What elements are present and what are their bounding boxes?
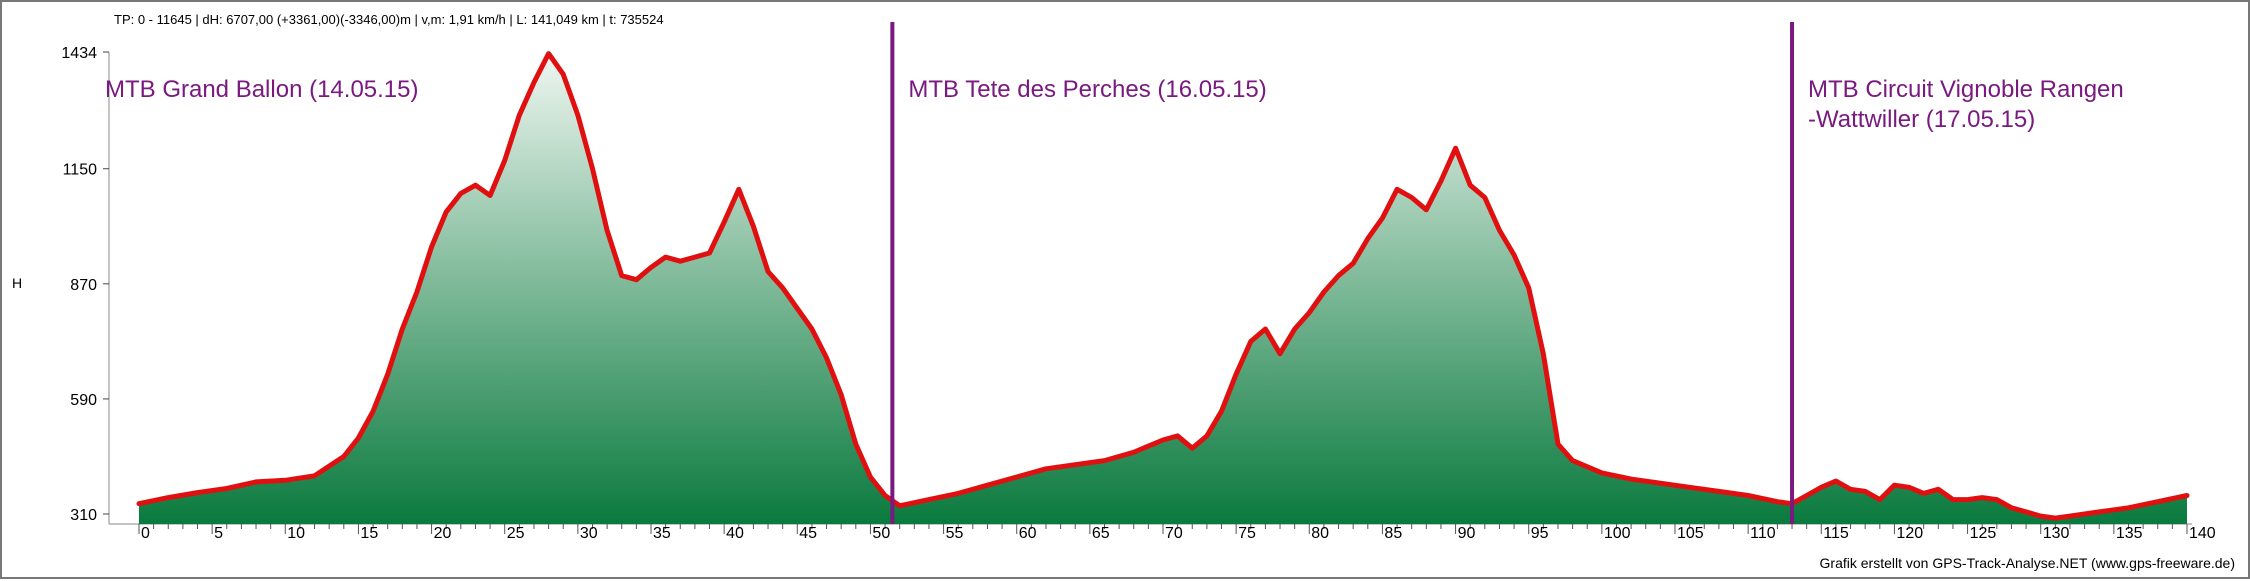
x-tick-label: 85 [1384,525,1402,542]
segment-label-line: -Wattwiller (17.05.15) [1808,106,2035,133]
x-tick-label: 25 [507,525,525,542]
x-tick-label: 5 [214,525,223,542]
x-tick-label: 55 [946,525,964,542]
x-tick-label: 100 [1604,525,1631,542]
y-tick-label: 1434 [61,45,97,62]
segment-label-line: MTB Circuit Vignoble Rangen [1808,76,2124,103]
segment-label-line: MTB Grand Ballon (14.05.15) [105,76,419,103]
track-stats: TP: 0 - 11645 | dH: 6707,00 (+3361,00)(-… [114,12,664,27]
x-tick-label: 105 [1677,525,1704,542]
x-tick-label: 120 [1896,525,1923,542]
x-tick-label: 130 [2043,525,2070,542]
y-tick-label: 1150 [63,162,98,179]
segment-label-line: MTB Tete des Perches (16.05.15) [908,76,1266,103]
x-tick-label: 70 [1165,525,1183,542]
x-tick-label: 80 [1311,525,1329,542]
credit-text: Grafik erstellt von GPS-Track-Analyse.NE… [1820,555,2235,571]
x-tick-label: 125 [1970,525,1997,542]
x-tick-label: 140 [2189,525,2216,542]
x-tick-label: 0 [141,525,150,542]
x-tick-label: 65 [1092,525,1110,542]
x-tick-label: 75 [1238,525,1256,542]
segment-markers: MTB Grand Ballon (14.05.15) MTB Tete des … [105,22,2124,524]
y-tick-label: 310 [70,507,97,524]
segment-label: MTB Grand Ballon (14.05.15) [105,76,419,103]
x-tick-label: 115 [1823,525,1849,542]
x-tick-label: 20 [434,525,452,542]
x-tick-label: 35 [653,525,671,542]
elevation-fill [139,53,2187,524]
axes: 310 590 870 1150 1434 H 0 5 10 15 20 25 30 35 40 45 50 55… [12,45,2216,542]
x-tick-label: 50 [872,525,890,542]
elevation-line [136,51,2190,521]
x-tick-label: 110 [1750,525,1776,542]
x-tick-label: 60 [1019,525,1037,542]
segment-label: MTB Circuit Vignoble Rangen -Wattwiller (… [1808,76,2124,133]
x-tick-label: 30 [580,525,598,542]
x-tick-label: 90 [1458,525,1476,542]
x-tick-label: 10 [287,525,305,542]
x-tick-label: 135 [2116,525,2143,542]
x-tick-label: 95 [1531,525,1549,542]
x-tick-label: 15 [360,525,378,542]
segment-label: MTB Tete des Perches (16.05.15) [908,76,1266,103]
y-tick-label: 870 [70,277,97,294]
x-tick-label: 40 [726,525,744,542]
y-axis-label: H [12,275,22,291]
x-tick-label: 45 [799,525,817,542]
elevation-area [136,51,2190,524]
y-tick-label: 590 [70,392,97,409]
